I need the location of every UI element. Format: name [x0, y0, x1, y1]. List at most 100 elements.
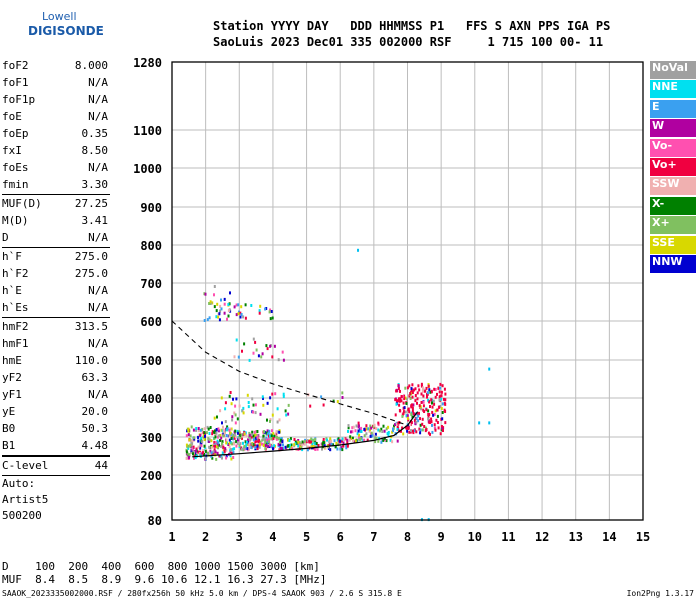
echo-point	[222, 445, 225, 449]
param-value: N/A	[88, 93, 108, 106]
echo-point	[342, 441, 345, 445]
y-tick-label: 1000	[133, 162, 162, 176]
echo-point	[405, 414, 408, 418]
echo-point	[352, 439, 354, 442]
echo-point	[413, 429, 416, 433]
echo-point	[245, 440, 248, 444]
echo-point	[272, 434, 275, 438]
echo-point	[415, 430, 418, 434]
echo-point	[188, 453, 191, 457]
echo-point	[403, 406, 406, 410]
echo-point	[357, 437, 360, 441]
echo-point	[246, 393, 249, 397]
echo-point	[348, 438, 351, 442]
param-group-1: foF2 8.000 foF1 N/A foF1p N/A foE N/A foEp 0.35 fx…	[2, 57, 110, 193]
echo-point	[440, 394, 443, 398]
echo-point	[240, 433, 243, 437]
echo-point	[340, 446, 343, 450]
echo-point	[294, 440, 297, 444]
echo-point	[242, 448, 245, 452]
echo-point	[282, 395, 285, 398]
echo-point	[232, 397, 234, 401]
echo-point	[409, 392, 412, 395]
echo-point	[433, 387, 436, 391]
echo-point	[217, 427, 220, 431]
echo-point	[401, 426, 404, 430]
echo-point	[365, 427, 368, 431]
echo-point	[204, 434, 206, 438]
echo-point	[255, 436, 258, 440]
x-tick-label: 2	[202, 530, 209, 544]
echo-point	[434, 388, 437, 391]
echo-point	[204, 449, 207, 453]
echo-point	[238, 310, 240, 314]
param-value: 313.5	[74, 320, 108, 333]
param-value: N/A	[88, 76, 108, 89]
param-name: yE	[2, 405, 16, 418]
echo-point	[287, 444, 290, 448]
echo-point	[397, 399, 400, 403]
file-info-bar: SAAOK_2023335002000.RSF / 280fx256h 50 k…	[2, 589, 698, 598]
echo-point	[282, 358, 285, 362]
echo-point	[238, 430, 241, 434]
echo-point	[392, 427, 394, 431]
echo-point	[381, 430, 384, 433]
echo-point	[185, 434, 188, 438]
echo-point	[275, 437, 278, 441]
echo-point	[437, 386, 440, 390]
density-profile-curve	[171, 320, 408, 426]
echo-point	[228, 445, 231, 449]
echo-point	[321, 447, 323, 451]
legend-item-nne: NNE	[650, 80, 696, 99]
echo-point	[346, 438, 349, 442]
echo-point	[410, 429, 412, 433]
echo-point	[478, 421, 481, 425]
echo-point	[403, 394, 406, 398]
echo-point	[439, 382, 442, 386]
echo-point	[229, 454, 232, 458]
param-row: foF1p N/A	[2, 91, 110, 108]
param-value: 20.0	[81, 405, 109, 418]
echo-point	[310, 445, 313, 449]
echo-point	[221, 451, 224, 455]
echo-point	[433, 402, 436, 406]
echo-point	[434, 428, 437, 432]
echo-point	[421, 422, 424, 426]
echo-point	[214, 441, 217, 445]
echo-point	[401, 414, 404, 418]
echo-point	[196, 451, 199, 455]
echo-point	[193, 450, 196, 454]
echo-point	[191, 447, 194, 451]
echo-point	[229, 291, 231, 295]
echo-point	[211, 430, 214, 434]
echo-point	[187, 429, 190, 433]
echo-point	[206, 318, 209, 322]
echo-point	[264, 440, 267, 444]
echo-point	[223, 449, 226, 453]
echo-point	[219, 409, 222, 413]
echo-point	[369, 428, 371, 432]
param-row: yF2 63.3	[2, 369, 110, 386]
echo-point	[261, 352, 264, 356]
header-values: SaoLuis 2023 Dec01 335 002000 RSF 1 715 …	[213, 35, 604, 49]
echo-point	[432, 413, 435, 417]
echo-point	[315, 442, 318, 445]
echo-point	[187, 427, 190, 431]
echo-point	[441, 427, 444, 431]
echo-point	[270, 434, 273, 438]
echo-point	[234, 435, 237, 439]
param-value: 4.48	[81, 439, 109, 452]
echo-point	[258, 438, 261, 442]
y-tick-label: 1100	[133, 124, 162, 138]
param-name: fxI	[2, 144, 22, 157]
x-tick-label: 12	[535, 530, 549, 544]
echo-point	[202, 449, 205, 452]
echo-point	[254, 440, 257, 444]
echo-point	[374, 432, 377, 436]
param-value: 110.0	[74, 354, 108, 367]
echo-point	[247, 447, 250, 451]
plot-frame	[171, 61, 644, 521]
echo-point	[356, 432, 359, 436]
echo-point	[310, 440, 313, 444]
echo-point	[279, 443, 282, 447]
